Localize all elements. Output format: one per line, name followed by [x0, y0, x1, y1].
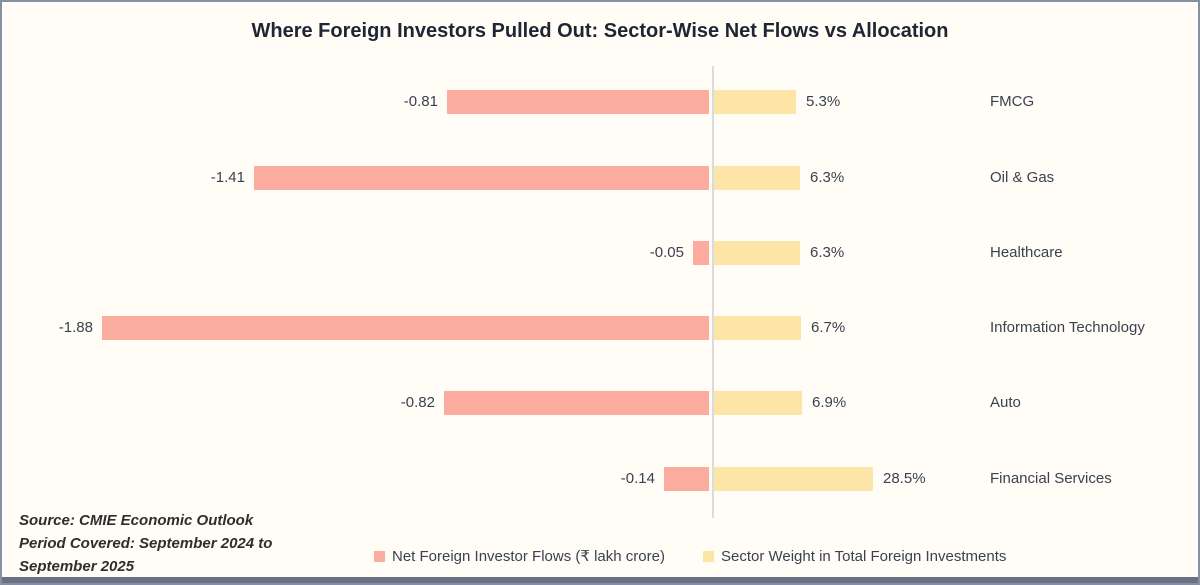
period-line-1: Period Covered: September 2024 to — [19, 535, 273, 552]
chart-legend: Net Foreign Investor Flows (₹ lakh crore… — [374, 547, 1006, 565]
chart-row: -0.14 28.5% Financial Services — [2, 467, 1198, 491]
sector-weight-bar — [714, 467, 873, 491]
sector-weight-bar — [714, 90, 796, 114]
sector-weight-value-label: 6.9% — [812, 394, 847, 411]
chart-row: -1.88 6.7% Information Technology — [2, 316, 1198, 340]
net-flow-bar — [102, 316, 709, 340]
sector-weight-bar — [714, 166, 800, 190]
bottom-accent-bar — [2, 577, 1198, 583]
net-flow-bar — [664, 467, 709, 491]
net-flow-bar — [444, 391, 709, 415]
chart-row: -0.81 5.3% FMCG — [2, 90, 1198, 114]
net-flows-swatch-icon — [374, 550, 385, 562]
category-label: Information Technology — [990, 319, 1145, 336]
legend-label-sector-weight: Sector Weight in Total Foreign Investmen… — [720, 547, 1007, 565]
chart-row: -0.82 6.9% Auto — [2, 391, 1198, 415]
sector-weight-value-label: 5.3% — [806, 93, 841, 110]
sector-weight-bar — [714, 241, 800, 265]
sector-weight-value-label: 6.7% — [811, 319, 846, 336]
source-line: Source: CMIE Economic Outlook — [19, 512, 254, 529]
category-label: Financial Services — [990, 470, 1112, 487]
net-flow-value-label: -0.05 — [649, 244, 684, 261]
net-flow-bar — [254, 166, 709, 190]
category-label: FMCG — [990, 93, 1035, 110]
period-line-2: September 2025 — [19, 558, 135, 575]
net-flow-value-label: -1.88 — [58, 319, 93, 336]
sector-weight-bar — [714, 391, 802, 415]
legend-label-net-flows: Net Foreign Investor Flows (₹ lakh crore… — [392, 548, 665, 565]
chart-title: Where Foreign Investors Pulled Out: Sect… — [251, 20, 949, 42]
net-flow-value-label: -1.41 — [210, 169, 245, 186]
category-label: Auto — [990, 394, 1021, 411]
sector-weight-value-label: 6.3% — [810, 244, 845, 261]
legend-item-net-flows: Net Foreign Investor Flows (₹ lakh crore… — [374, 547, 665, 565]
sector-weight-bar — [714, 316, 801, 340]
sector-weight-value-label: 6.3% — [810, 169, 845, 186]
chart-row: -0.05 6.3% Healthcare — [2, 241, 1198, 265]
net-flow-value-label: -0.14 — [620, 470, 655, 487]
category-label: Oil & Gas — [990, 169, 1055, 186]
legend-item-sector-weight: Sector Weight in Total Foreign Investmen… — [702, 547, 1007, 565]
sector-weight-value-label: 28.5% — [883, 470, 926, 487]
net-flow-bar — [693, 241, 709, 265]
net-flow-value-label: -0.82 — [400, 394, 435, 411]
source-note: Source: CMIE Economic Outlook Period Cov… — [19, 509, 272, 578]
category-label: Healthcare — [990, 244, 1063, 261]
net-flow-bar — [447, 90, 709, 114]
sector-weight-swatch-icon — [702, 550, 714, 562]
chart-row: -1.41 6.3% Oil & Gas — [2, 166, 1198, 190]
zero-axis-line — [712, 66, 714, 518]
net-flow-value-label: -0.81 — [403, 93, 438, 110]
